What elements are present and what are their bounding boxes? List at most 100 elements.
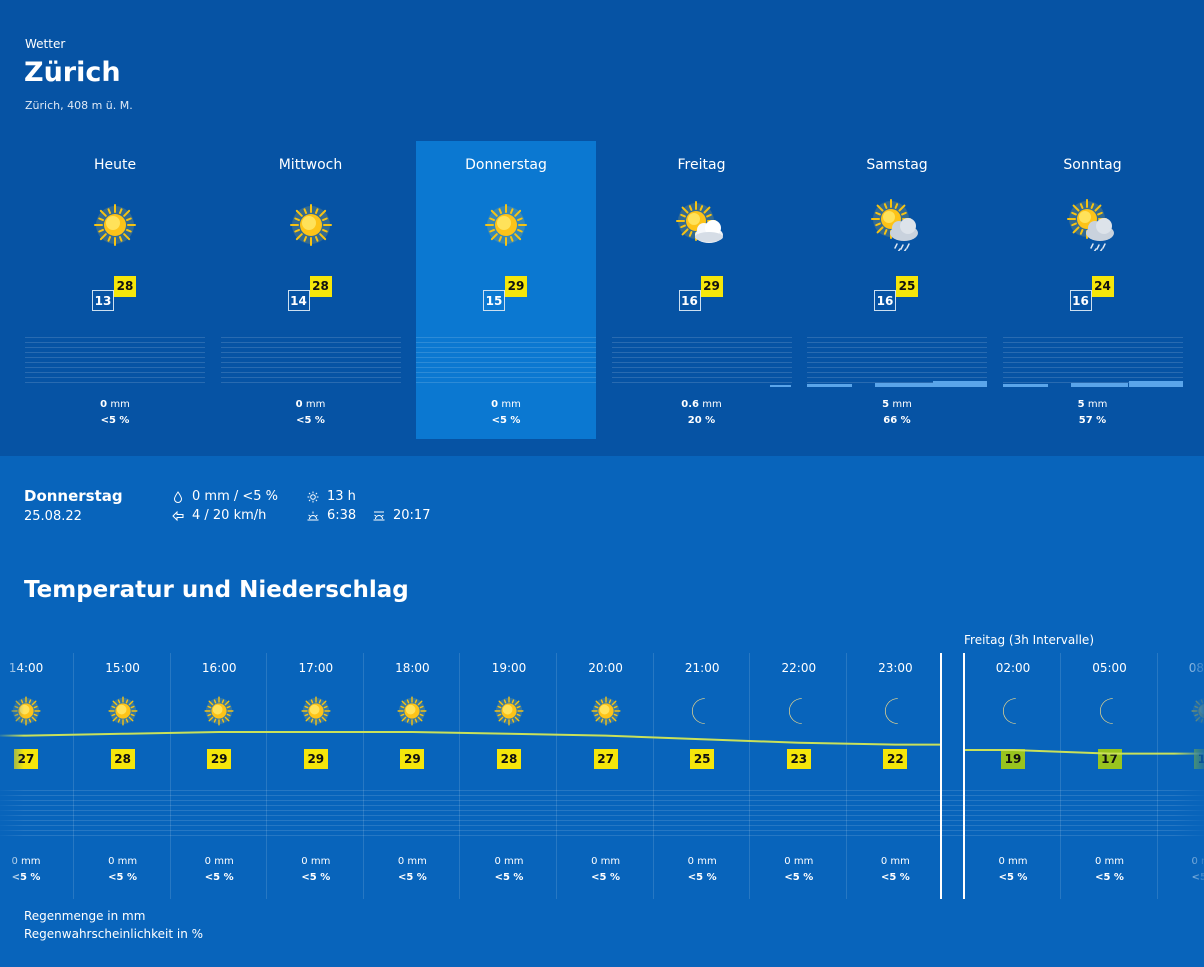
hour-weather-icon (684, 693, 720, 729)
hour-column-1800[interactable]: 18:00 29 0 mm <5 % (364, 653, 461, 899)
moon-icon (692, 698, 705, 724)
day-column-4[interactable]: Freitag 16 29 0.6 mm 20 % (611, 141, 792, 439)
hour-column-1500[interactable]: 15:00 28 0 mm <5 % (75, 653, 171, 899)
day-column-5[interactable]: Samstag 16 25 5 mm 66 % (807, 141, 987, 439)
hour-weather-icon (394, 693, 430, 729)
hour-precip-amount: 0 mm (397, 856, 427, 867)
sun-icon (301, 696, 331, 726)
hour-temp: 29 (303, 749, 328, 769)
hour-weather-icon (781, 693, 817, 729)
day-precip-amount: 5 mm (807, 399, 987, 410)
location-info: Zürich, 408 m ü. M. (25, 99, 133, 112)
page-kicker: Wetter (25, 37, 66, 51)
hour-column-1900[interactable]: 19:00 28 0 mm <5 % (461, 653, 557, 899)
sun-icon (485, 204, 527, 246)
day-precip-unit: mm (1087, 399, 1108, 410)
day-precip-probability: 66 % (883, 415, 911, 426)
day-column-6[interactable]: Sonntag 16 24 5 mm 57 % (1002, 141, 1183, 439)
hour-precip-probability: <5 % (784, 872, 814, 883)
hour-precip-probability: <5 % (494, 872, 524, 883)
day-precip-bar (1002, 384, 1048, 387)
day-precip-unit: mm (305, 399, 326, 410)
hour-weather-icon (877, 693, 913, 729)
day-weather-icon (285, 199, 337, 251)
sun-icon (94, 204, 136, 246)
day-weather-icon (871, 199, 923, 253)
hour-time: 02:00 (995, 661, 1031, 675)
hour-separator (845, 653, 847, 899)
day-name: Donnerstag (465, 157, 547, 173)
sun-cloud-rain-icon (871, 199, 918, 253)
sun-cloud-icon (675, 201, 723, 243)
detail-sun-hours: 13 h (307, 489, 356, 504)
sun-icon (494, 696, 524, 726)
day-temp-min: 16 (1069, 290, 1092, 311)
day-column-1[interactable]: Heute 13 28 0 mm <5 % (25, 141, 205, 439)
hour-separator (362, 653, 364, 899)
day-temp-max: 28 (114, 276, 136, 297)
hour-separator (266, 653, 268, 899)
hour-time: 16:00 (201, 661, 237, 675)
hour-column-1600[interactable]: 16:00 29 0 mm <5 % (171, 653, 268, 899)
day-column-3[interactable]: Donnerstag 15 29 0 mm <5 % (416, 141, 596, 439)
detail-wind: 4 / 20 km/h (172, 508, 266, 523)
day-precip-amount: 5 mm (1003, 399, 1183, 410)
hour-time: 21:00 (684, 661, 720, 675)
interval-label: Freitag (3h Intervalle) (964, 633, 1094, 647)
hour-column-1700[interactable]: 17:00 29 0 mm <5 % (268, 653, 364, 899)
hourly-forecast[interactable]: 14:00 27 0 mm <5 % 15:00 28 0 mm <5 % 16… (0, 653, 1204, 899)
hour-precip-probability: <5 % (397, 872, 427, 883)
day-temp-max: 28 (309, 276, 332, 297)
day-precip-unit: mm (892, 399, 912, 410)
hour-column-2300[interactable]: 23:00 22 0 mm <5 % (847, 653, 943, 899)
hour-precip-probability: <5 % (301, 872, 331, 883)
day-precip-bar (769, 385, 792, 387)
moon-icon (1002, 698, 1016, 724)
day-precip-unit: mm (702, 399, 722, 410)
hour-temp: 23 (786, 749, 811, 769)
day-precip-bar (875, 383, 933, 387)
hour-temp: 22 (883, 749, 908, 769)
detail-precip-value: 0 mm / <5 % (192, 489, 279, 504)
hour-precip-amount: 0 mm (494, 856, 524, 867)
hour-precip-probability: <5 % (11, 872, 41, 883)
hour-column-2200[interactable]: 22:00 23 0 mm <5 % (751, 653, 847, 899)
day-precip-chart (25, 337, 205, 387)
hour-separator (749, 653, 751, 899)
hour-column-2100[interactable]: 21:00 25 0 mm <5 % (654, 653, 751, 899)
detail-date: 25.08.22 (24, 509, 82, 524)
detail-sunrise: 6:38 (307, 508, 356, 523)
section-title: Temperatur und Niederschlag (24, 577, 409, 603)
hour-precip-probability: <5 % (1095, 872, 1124, 883)
detail-sunrise-value: 6:38 (327, 508, 357, 523)
hour-time: 22:00 (781, 661, 817, 675)
hour-column-2000[interactable]: 20:00 27 0 mm <5 % (558, 653, 654, 899)
hour-column-0500[interactable]: 05:00 17 0 mm <5 % (1062, 653, 1158, 899)
day-precip-probability: <5 % (296, 415, 325, 426)
sun-small-icon (307, 491, 319, 502)
day-precip-amount: 0.6 mm (612, 399, 792, 410)
hour-temp: 29 (400, 749, 425, 769)
hour-separator (556, 653, 557, 899)
wind-icon (172, 510, 184, 521)
precip-grid (0, 790, 1204, 840)
day-temp-max: 29 (505, 276, 527, 297)
hour-precip-probability: <5 % (687, 872, 717, 883)
hour-column-0200[interactable]: 02:00 19 0 mm <5 % (965, 653, 1061, 899)
sun-icon (397, 696, 427, 726)
day-precip-amount: 0 mm (221, 399, 401, 410)
sun-cloud-rain-icon (1066, 199, 1114, 253)
day-temp-min: 14 (287, 290, 310, 311)
moon-icon (788, 698, 802, 724)
hour-precip-amount: 0 mm (687, 856, 717, 867)
hour-weather-icon (588, 693, 624, 729)
detail-day-name: Donnerstag (24, 487, 123, 505)
day-name: Mittwoch (278, 157, 343, 173)
hour-precip-amount: 0 mm (204, 856, 234, 867)
hour-precip-probability: <5 % (591, 872, 621, 883)
hour-precip-probability: <5 % (998, 872, 1028, 883)
hour-precip-probability: <5 % (108, 872, 138, 883)
day-weather-icon (89, 199, 141, 251)
day-column-2[interactable]: Mittwoch 14 28 0 mm <5 % (220, 141, 401, 439)
day-precip-bar (933, 381, 987, 387)
